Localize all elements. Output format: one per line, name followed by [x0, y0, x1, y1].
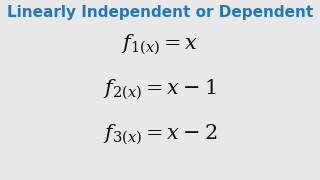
Text: $f_{1(x)} = x$: $f_{1(x)} = x$	[121, 33, 199, 57]
Text: $f_{3(x)} = x - 2$: $f_{3(x)} = x - 2$	[103, 123, 217, 147]
Text: Linearly Independent or Dependent: Linearly Independent or Dependent	[7, 5, 313, 20]
Text: $f_{2(x)} = x - 1$: $f_{2(x)} = x - 1$	[103, 78, 217, 102]
